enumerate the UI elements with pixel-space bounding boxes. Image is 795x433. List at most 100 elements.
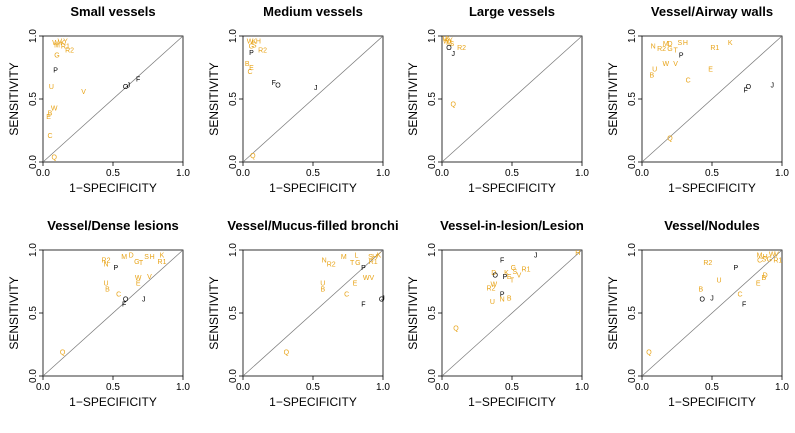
data-point: C (737, 292, 742, 299)
y-tick-label: 0.5 (228, 92, 239, 106)
data-point: C (344, 292, 349, 299)
data-point: U (49, 84, 54, 91)
data-point: Q (646, 350, 652, 357)
data-point: P (53, 68, 58, 75)
data-point: W (490, 282, 497, 289)
data-point: F (361, 302, 365, 309)
data-point: W (769, 251, 776, 258)
data-point: M (663, 41, 669, 48)
data-point: G (511, 265, 516, 272)
data-point: R1 (710, 45, 719, 52)
y-tick-label: 0.0 (427, 369, 438, 383)
data-point: D (763, 273, 768, 280)
roc-panel: Vessel/Dense lesions 0.00.0 0.5 0.5 1.0 1.0 1−… (7, 218, 190, 409)
y-axis-label: SENSITIVITY (606, 62, 620, 135)
data-point: B (48, 110, 53, 117)
data-point: H (683, 40, 688, 47)
panel-title: Medium vessels (263, 4, 363, 19)
data-point: P (113, 265, 118, 272)
data-point: W (443, 39, 450, 46)
panel-title: Large vessels (469, 4, 555, 19)
x-tick-label: 1.0 (176, 382, 190, 393)
data-point: J (381, 295, 385, 302)
y-tick-label: 0.5 (228, 306, 239, 320)
x-axis-label: 1−SPECIFICITY (69, 181, 157, 195)
x-tick-label: 1.0 (376, 382, 390, 393)
roc-panel: Vessel/Airway walls 0.00.0 0.5 0.5 1.0 1.0 1−S… (606, 4, 789, 195)
x-tick-label: 0.0 (36, 168, 50, 179)
x-axis-label: 1−SPECIFICITY (668, 395, 756, 409)
data-point: V (369, 275, 374, 282)
y-tick-label: 1.0 (427, 243, 438, 257)
data-point: W (662, 61, 669, 68)
x-axis-label: 1−SPECIFICITY (468, 395, 556, 409)
x-tick-label: 0.5 (106, 168, 120, 179)
data-point: V (57, 39, 62, 46)
data-point: S (368, 254, 373, 261)
x-tick-label: 0.5 (306, 168, 320, 179)
y-axis-label: SENSITIVITY (406, 62, 420, 135)
x-tick-label: 0.0 (36, 382, 50, 393)
data-point: B (320, 287, 325, 294)
data-point: U (320, 280, 325, 287)
y-tick-label: 0.0 (228, 369, 239, 383)
diagonal-line (242, 249, 384, 377)
data-point: J (142, 297, 146, 304)
y-tick-label: 0.5 (28, 92, 39, 106)
data-point: B (105, 287, 110, 294)
data-point: O (275, 83, 281, 90)
data-point: O (379, 297, 385, 304)
data-point: K (60, 40, 65, 47)
data-point: S (512, 269, 517, 276)
data-point: S (252, 42, 257, 49)
panel-title: Vessel/Nodules (664, 218, 759, 233)
data-point: C (247, 69, 252, 76)
y-tick-label: 1.0 (427, 29, 438, 43)
data-point: R2 (327, 261, 336, 268)
data-point: Q (667, 136, 673, 143)
data-point: Q (450, 102, 456, 109)
data-point: J (127, 83, 131, 90)
data-point: W (52, 40, 59, 47)
data-point: E (507, 274, 512, 281)
diagonal-line (641, 249, 783, 377)
data-point: H (575, 250, 580, 257)
data-point: F (500, 258, 504, 265)
roc-panel: Medium vessels 0.00.0 0.5 0.5 1.0 1.0 1−SPECIF… (207, 4, 390, 195)
data-point: E (353, 280, 358, 287)
data-point: L (354, 253, 358, 260)
data-point: R1 (369, 259, 378, 266)
data-point: D (129, 253, 134, 260)
data-point: E (136, 280, 141, 287)
data-point: M (757, 253, 763, 260)
y-axis-label: SENSITIVITY (406, 276, 420, 349)
data-point: V (517, 273, 522, 280)
diagonal-line (441, 249, 583, 377)
data-point: K (445, 36, 450, 43)
y-tick-label: 0.5 (427, 306, 438, 320)
data-point: R2 (102, 258, 111, 265)
data-point: V (442, 36, 447, 43)
data-point: N (322, 258, 327, 265)
data-point: F (122, 302, 126, 309)
data-point: V (147, 274, 152, 281)
data-point: J (534, 253, 538, 260)
diagonal-line (42, 249, 184, 377)
data-point: C (116, 292, 121, 299)
data-point: O (699, 297, 705, 304)
y-tick-label: 1.0 (228, 243, 239, 257)
data-point: O (446, 45, 452, 52)
x-tick-label: 0.5 (106, 382, 120, 393)
data-point: P (679, 52, 684, 59)
data-point: H (256, 39, 261, 46)
data-point: G (134, 259, 139, 266)
data-point: S (761, 256, 766, 263)
x-tick-label: 0.5 (306, 382, 320, 393)
data-point: W (363, 275, 370, 282)
y-tick-label: 1.0 (627, 243, 638, 257)
data-point: O (123, 84, 129, 91)
data-point: G (54, 52, 59, 59)
data-point: J (314, 85, 318, 92)
data-point: C (47, 133, 52, 140)
data-point: W (135, 275, 142, 282)
